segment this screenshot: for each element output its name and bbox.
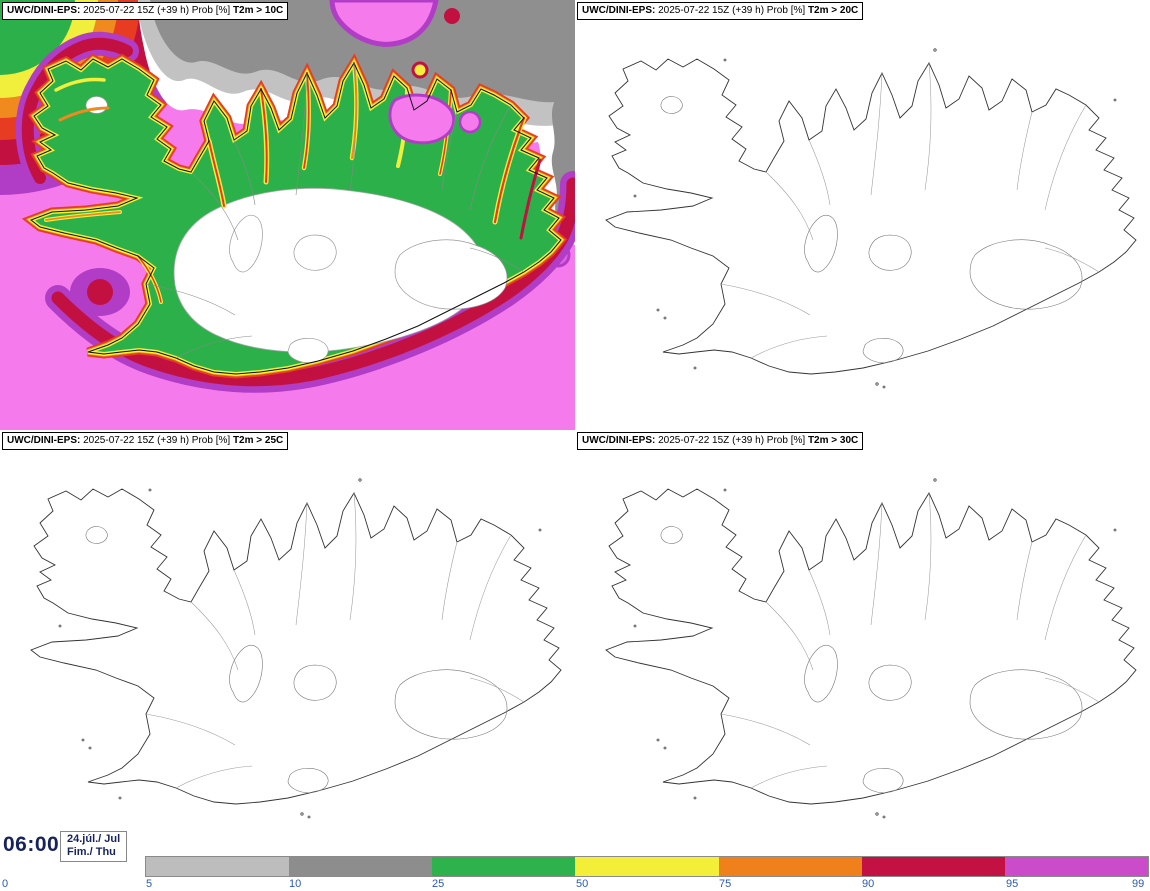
colorbar-segment bbox=[718, 857, 862, 876]
model-label: UWC/DINI-EPS: bbox=[582, 435, 656, 446]
map-grid: UWC/DINI-EPS: 2025-07-22 15Z (+39 h) Pro… bbox=[0, 0, 1150, 860]
threshold-label: T2m > 25C bbox=[232, 435, 284, 446]
colorbar-tick: 99 bbox=[1132, 878, 1145, 890]
northeast-high-prob-patches bbox=[388, 61, 482, 145]
threshold-label: T2m > 30C bbox=[807, 435, 859, 446]
north-crimson-spot bbox=[444, 8, 460, 24]
outline-map-t2m-30c bbox=[575, 430, 1150, 860]
map-title: UWC/DINI-EPS: 2025-07-22 15Z (+39 h) Pro… bbox=[2, 432, 289, 450]
map-title: UWC/DINI-EPS: 2025-07-22 15Z (+39 h) Pro… bbox=[577, 432, 864, 450]
outline-map-t2m-25c bbox=[0, 430, 575, 860]
panel-t2m-gt-20c: UWC/DINI-EPS: 2025-07-22 15Z (+39 h) Pro… bbox=[575, 0, 1150, 430]
faxafloi-crimson-core bbox=[87, 279, 113, 305]
model-label: UWC/DINI-EPS: bbox=[582, 5, 656, 16]
colorbar-segment bbox=[575, 857, 719, 876]
valid-time: 06:00 bbox=[3, 833, 60, 856]
colorbar-ticks: 0 5 10 25 50 75 90 95 99 bbox=[0, 878, 1150, 891]
probability-colorbar bbox=[145, 856, 1149, 877]
colorbar-tick: 75 bbox=[719, 878, 732, 890]
colorbar-segment bbox=[146, 857, 290, 876]
footer: 06:00 24.júl./ Jul Fim./ Thu 0 5 10 25 5… bbox=[0, 830, 1150, 891]
colorbar-tick: 95 bbox=[1006, 878, 1019, 890]
run-info: 2025-07-22 15Z (+39 h) Prob [%] bbox=[655, 435, 808, 446]
colorbar-tick: 25 bbox=[432, 878, 445, 890]
run-info: 2025-07-22 15Z (+39 h) Prob [%] bbox=[80, 5, 233, 16]
threshold-label: T2m > 20C bbox=[807, 5, 859, 16]
threshold-label: T2m > 10C bbox=[232, 5, 284, 16]
colorbar-tick: 90 bbox=[862, 878, 875, 890]
colorbar-tick: 10 bbox=[289, 878, 302, 890]
colorbar-segment bbox=[1004, 857, 1148, 876]
north-pink-patch bbox=[329, 0, 439, 47]
colorbar-segment bbox=[289, 857, 433, 876]
colorbar-segment bbox=[432, 857, 576, 876]
colorbar-segment bbox=[861, 857, 1005, 876]
model-label: UWC/DINI-EPS: bbox=[7, 5, 81, 16]
colorbar-tick: 5 bbox=[146, 878, 153, 890]
outline-map-t2m-20c bbox=[575, 0, 1150, 430]
panel-t2m-gt-30c: UWC/DINI-EPS: 2025-07-22 15Z (+39 h) Pro… bbox=[575, 430, 1150, 860]
model-label: UWC/DINI-EPS: bbox=[7, 435, 81, 446]
valid-day: Fim./ Thu bbox=[67, 846, 116, 858]
colorbar-tick: 0 bbox=[2, 878, 9, 890]
panel-t2m-gt-10c: UWC/DINI-EPS: 2025-07-22 15Z (+39 h) Pro… bbox=[0, 0, 575, 430]
run-info: 2025-07-22 15Z (+39 h) Prob [%] bbox=[80, 435, 233, 446]
north-ocean-gray-band bbox=[150, 0, 575, 103]
map-title: UWC/DINI-EPS: 2025-07-22 15Z (+39 h) Pro… bbox=[2, 2, 289, 20]
map-title: UWC/DINI-EPS: 2025-07-22 15Z (+39 h) Pro… bbox=[577, 2, 864, 20]
valid-date: 24.júl./ Jul bbox=[67, 833, 121, 845]
probability-map-t2m-10c bbox=[0, 0, 575, 430]
colorbar-tick: 50 bbox=[576, 878, 589, 890]
valid-date-box: 24.júl./ Jul Fim./ Thu bbox=[60, 831, 128, 862]
run-info: 2025-07-22 15Z (+39 h) Prob [%] bbox=[655, 5, 808, 16]
panel-t2m-gt-25c: UWC/DINI-EPS: 2025-07-22 15Z (+39 h) Pro… bbox=[0, 430, 575, 860]
